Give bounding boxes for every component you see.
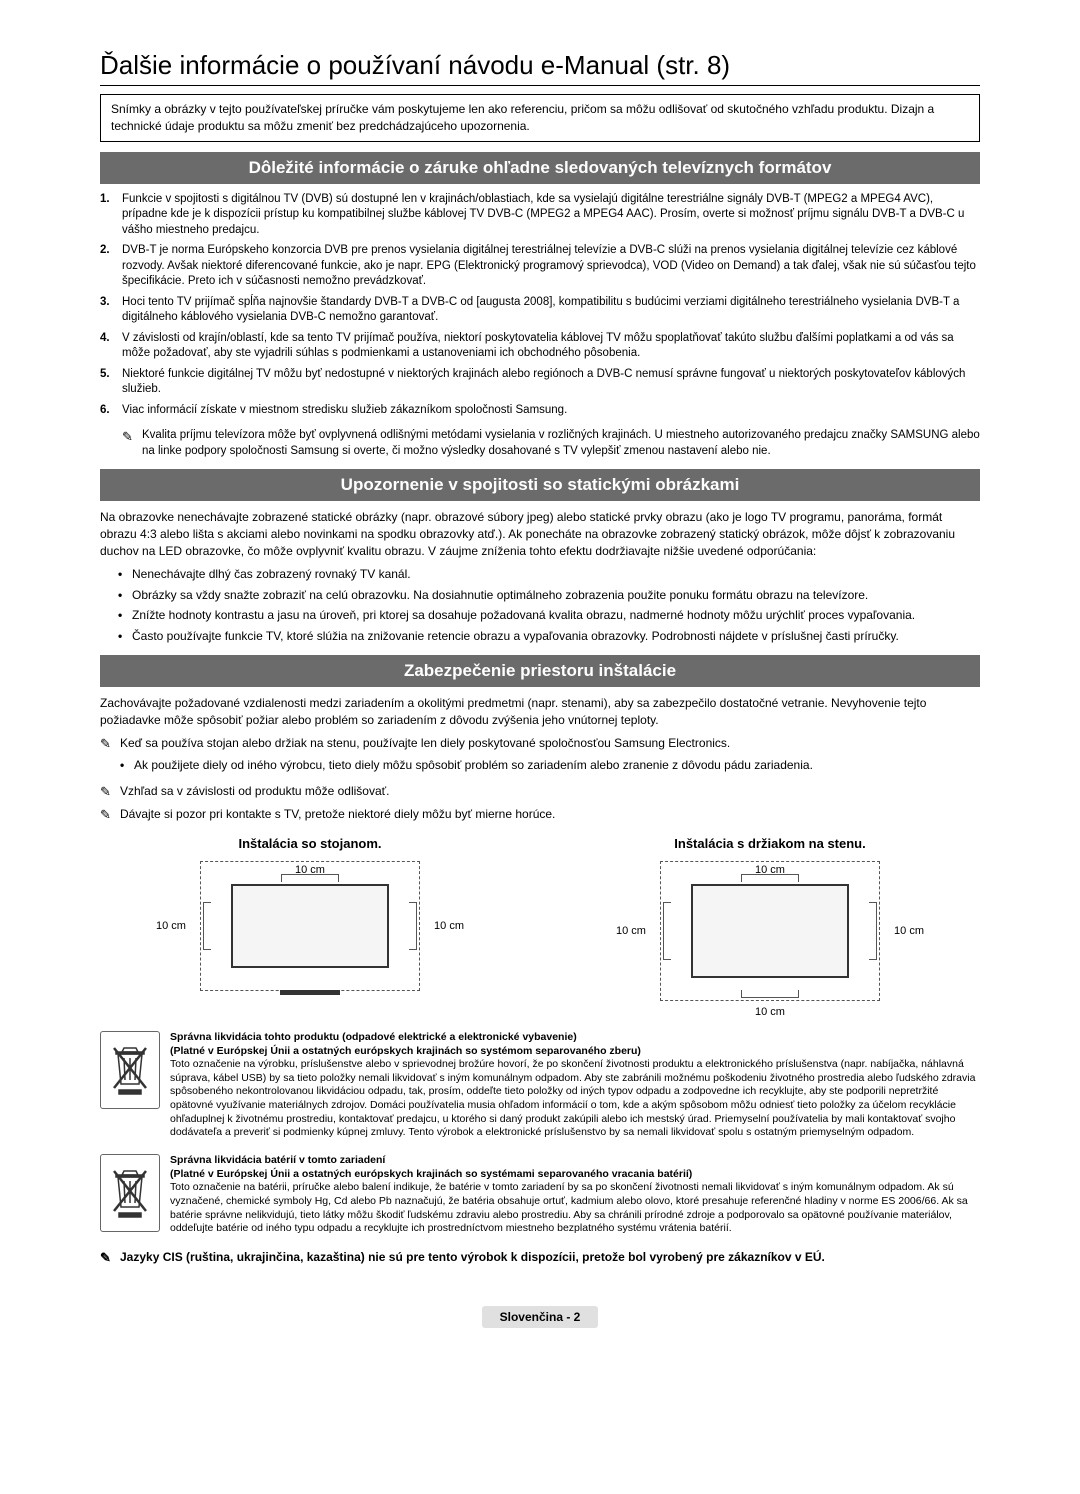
disposal-title: Správna likvidácia batérií v tomto zaria… [170, 1154, 980, 1168]
list-item: Znížte hodnoty kontrastu a jasu na úrove… [118, 607, 980, 624]
install-wall-title: Inštalácia s držiakom na stenu. [560, 836, 980, 851]
list-item: Obrázky sa vždy snažte zobraziť na celú … [118, 587, 980, 604]
dim-label: 10 cm [755, 1006, 785, 1018]
disposal-body: Toto označenie na batérii, príručke aleb… [170, 1181, 980, 1236]
dim-label: 10 cm [616, 925, 646, 937]
install-diagrams: Inštalácia so stojanom. 10 cm 10 cm 10 c… [100, 836, 980, 1011]
page-number-chip: Slovenčina - 2 [482, 1306, 599, 1328]
section2-header: Upozornenie v spojitosti so statickými o… [100, 469, 980, 501]
list-num: 4. [100, 331, 122, 362]
static-para: Na obrazovke nenechávajte zobrazené stat… [100, 509, 980, 559]
footer: Slovenčina - 2 [100, 1306, 980, 1328]
static-bullets: Nenechávajte dlhý čas zobrazený rovnaký … [118, 566, 980, 645]
list-text: Niektoré funkcie digitálnej TV môžu byť … [122, 367, 980, 398]
note-icon [100, 783, 120, 801]
disposal-subtitle: (Platné v Európskej Únii a ostatných eur… [170, 1045, 980, 1059]
note-line: Dávajte si pozor pri kontakte s TV, pret… [100, 806, 980, 824]
install-wall-col: Inštalácia s držiakom na stenu. 10 cm 10… [560, 836, 980, 1011]
sub-bullets: Ak použijete diely od iného výrobcu, tie… [120, 757, 980, 774]
disposal-text: Správna likvidácia tohto produktu (odpad… [170, 1031, 980, 1140]
weee-bin-icon [100, 1031, 160, 1109]
intro-box: Snímky a obrázky v tejto používateľskej … [100, 94, 980, 142]
section1-header: Dôležité informácie o záruke ohľadne sle… [100, 152, 980, 184]
disposal-title: Správna likvidácia tohto produktu (odpad… [170, 1031, 980, 1045]
list-text: Funkcie v spojitosti s digitálnou TV (DV… [122, 192, 980, 239]
note-line: Keď sa používa stojan alebo držiak na st… [100, 735, 980, 753]
list-item: Často používajte funkcie TV, ktoré slúži… [118, 628, 980, 645]
list-item: Nenechávajte dlhý čas zobrazený rovnaký … [118, 566, 980, 583]
list-num: 2. [100, 243, 122, 290]
note-icon [122, 428, 142, 459]
final-note-text: Jazyky CIS (ruština, ukrajinčina, kazašt… [120, 1250, 825, 1266]
disposal-product: Správna likvidácia tohto produktu (odpad… [100, 1031, 980, 1140]
list-text: Hoci tento TV prijímač spĺňa najnovšie š… [122, 295, 980, 326]
disposal-body: Toto označenie na výrobku, príslušenstve… [170, 1058, 980, 1140]
note-icon [100, 735, 120, 753]
list-text: Viac informácií získate v miestnom stred… [122, 403, 980, 419]
final-note: Jazyky CIS (ruština, ukrajinčina, kazašt… [100, 1250, 980, 1266]
list-item: Ak použijete diely od iného výrobcu, tie… [120, 757, 980, 774]
install-para: Zachovávajte požadované vzdialenosti med… [100, 695, 980, 729]
install-stand-col: Inštalácia so stojanom. 10 cm 10 cm 10 c… [100, 836, 520, 1011]
stand-diagram: 10 cm 10 cm 10 cm [100, 861, 520, 1011]
disposal-text: Správna likvidácia batérií v tomto zaria… [170, 1154, 980, 1236]
note-text: Keď sa používa stojan alebo držiak na st… [120, 735, 730, 753]
note-row: Kvalita príjmu televízora môže byť ovply… [122, 428, 980, 459]
disposal-subtitle: (Platné v Európskej Únii a ostatných eur… [170, 1168, 980, 1182]
list-text: DVB-T je norma Európskeho konzorcia DVB … [122, 243, 980, 290]
battery-bin-icon [100, 1154, 160, 1232]
note-icon [100, 806, 120, 824]
section3-header: Zabezpečenie priestoru inštalácie [100, 655, 980, 687]
warranty-list: 1.Funkcie v spojitosti s digitálnou TV (… [100, 192, 980, 419]
list-text: V závislosti od krajín/oblastí, kde sa t… [122, 331, 980, 362]
note-text: Kvalita príjmu televízora môže byť ovply… [142, 428, 980, 459]
page-title: Ďalšie informácie o používaní návodu e-M… [100, 50, 980, 86]
wall-diagram: 10 cm 10 cm 10 cm 10 cm [560, 861, 980, 1011]
dim-label: 10 cm [156, 920, 186, 932]
dim-label: 10 cm [894, 925, 924, 937]
dim-label: 10 cm [434, 920, 464, 932]
note-text: Vzhľad sa v závislosti od produktu môže … [120, 783, 389, 801]
disposal-battery: Správna likvidácia batérií v tomto zaria… [100, 1154, 980, 1236]
list-num: 6. [100, 403, 122, 419]
install-stand-title: Inštalácia so stojanom. [100, 836, 520, 851]
list-num: 3. [100, 295, 122, 326]
note-line: Vzhľad sa v závislosti od produktu môže … [100, 783, 980, 801]
list-num: 5. [100, 367, 122, 398]
note-text: Dávajte si pozor pri kontakte s TV, pret… [120, 806, 555, 824]
list-num: 1. [100, 192, 122, 239]
note-icon [100, 1250, 120, 1266]
